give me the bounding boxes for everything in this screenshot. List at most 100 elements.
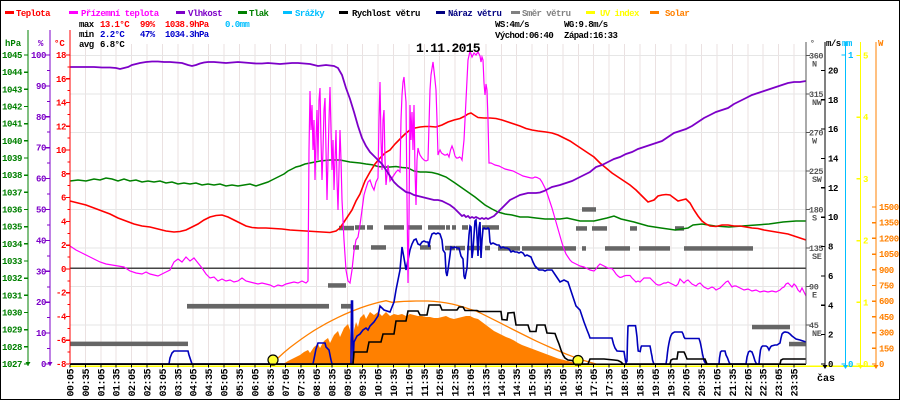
- svg-text:17:05: 17:05: [590, 368, 601, 396]
- svg-text:min: min: [79, 30, 94, 40]
- svg-text:1034.3hPa: 1034.3hPa: [165, 30, 210, 40]
- svg-text:21:35: 21:35: [729, 368, 740, 396]
- svg-text:E: E: [812, 291, 817, 301]
- svg-text:mm: mm: [842, 39, 853, 49]
- svg-text:15:35: 15:35: [544, 368, 555, 396]
- svg-text:70: 70: [36, 144, 46, 154]
- svg-text:20: 20: [828, 66, 838, 76]
- svg-text:2.2°C: 2.2°C: [100, 30, 125, 40]
- svg-text:max: max: [79, 20, 95, 30]
- svg-text:m/s: m/s: [826, 39, 841, 49]
- svg-text:-2: -2: [56, 289, 66, 299]
- svg-text:SE: SE: [812, 252, 822, 262]
- svg-text:Teplota: Teplota: [16, 9, 51, 19]
- svg-text:2: 2: [863, 237, 868, 247]
- svg-text:09:35: 09:35: [359, 368, 370, 396]
- svg-text:13:05: 13:05: [467, 368, 478, 396]
- svg-text:270: 270: [809, 129, 823, 139]
- svg-text:20:05: 20:05: [683, 368, 694, 396]
- svg-text:22:05: 22:05: [744, 368, 755, 396]
- svg-text:21:05: 21:05: [714, 368, 725, 396]
- svg-text:18:35: 18:35: [637, 368, 648, 396]
- svg-text:Vlhkost: Vlhkost: [188, 9, 222, 19]
- svg-text:20:35: 20:35: [698, 368, 709, 396]
- svg-text:900: 900: [879, 266, 894, 276]
- svg-text:07:05: 07:05: [282, 368, 293, 396]
- svg-text:1041: 1041: [2, 120, 23, 130]
- svg-text:12: 12: [828, 184, 838, 194]
- svg-text:0: 0: [863, 360, 868, 370]
- svg-text:1042: 1042: [2, 103, 22, 113]
- svg-text:1.11.2015: 1.11.2015: [416, 41, 481, 56]
- svg-text:-4: -4: [56, 313, 67, 323]
- svg-text:10:05: 10:05: [375, 368, 386, 396]
- svg-text:1039: 1039: [2, 154, 22, 164]
- svg-text:WG:9.8m/s: WG:9.8m/s: [564, 20, 608, 30]
- svg-text:Náraz větru: Náraz větru: [448, 9, 502, 19]
- svg-text:%: %: [38, 39, 44, 49]
- svg-text:8: 8: [828, 243, 833, 253]
- svg-text:1032: 1032: [2, 274, 22, 284]
- svg-text:1: 1: [848, 51, 854, 61]
- svg-text:1200: 1200: [879, 234, 899, 244]
- svg-text:2: 2: [61, 241, 66, 251]
- svg-text:10: 10: [56, 146, 66, 156]
- svg-text:1037: 1037: [2, 188, 22, 198]
- svg-text:315: 315: [809, 90, 823, 100]
- svg-text:18:05: 18:05: [621, 368, 632, 396]
- svg-text:Směr větru: Směr větru: [522, 9, 571, 19]
- svg-text:8: 8: [61, 170, 66, 180]
- svg-text:30: 30: [36, 267, 46, 277]
- svg-text:4: 4: [863, 113, 869, 123]
- svg-text:02:05: 02:05: [128, 368, 139, 396]
- svg-text:05:05: 05:05: [221, 368, 232, 396]
- svg-text:450: 450: [879, 313, 894, 323]
- svg-text:SW: SW: [812, 175, 823, 185]
- svg-text:08:35: 08:35: [328, 368, 339, 396]
- svg-text:90: 90: [36, 82, 46, 92]
- svg-text:5: 5: [863, 52, 868, 62]
- svg-text:1033: 1033: [2, 257, 22, 267]
- svg-text:0: 0: [879, 360, 884, 370]
- svg-text:hPa: hPa: [5, 39, 22, 49]
- svg-text:150: 150: [879, 344, 894, 354]
- svg-text:1027: 1027: [2, 360, 22, 370]
- svg-text:NW: NW: [812, 98, 823, 108]
- svg-text:Tlak: Tlak: [249, 9, 270, 19]
- svg-text:4: 4: [828, 301, 834, 311]
- svg-text:90: 90: [809, 283, 819, 293]
- svg-text:2: 2: [828, 331, 833, 341]
- svg-text:1029: 1029: [2, 326, 22, 336]
- svg-text:S: S: [812, 214, 817, 224]
- svg-text:3: 3: [863, 175, 868, 185]
- svg-text:02:35: 02:35: [144, 368, 155, 396]
- svg-text:Srážky: Srážky: [295, 9, 325, 19]
- svg-text:13.1°C: 13.1°C: [100, 20, 130, 30]
- svg-text:180: 180: [809, 206, 823, 216]
- svg-text:1043: 1043: [2, 85, 22, 95]
- svg-text:6: 6: [61, 194, 66, 204]
- svg-text:06:35: 06:35: [267, 368, 278, 396]
- svg-text:19:35: 19:35: [667, 368, 678, 396]
- svg-text:23:35: 23:35: [791, 368, 802, 396]
- svg-text:300: 300: [879, 329, 894, 339]
- svg-text:0.0mm: 0.0mm: [225, 20, 250, 30]
- svg-text:22:35: 22:35: [760, 368, 771, 396]
- svg-text:16:05: 16:05: [559, 368, 570, 396]
- svg-text:1036: 1036: [2, 206, 22, 216]
- svg-text:1038: 1038: [2, 171, 22, 181]
- svg-text:Rychlost větru: Rychlost větru: [352, 9, 420, 19]
- svg-text:0: 0: [828, 360, 833, 370]
- svg-text:14: 14: [56, 99, 67, 109]
- svg-text:225: 225: [809, 167, 823, 177]
- svg-text:05:35: 05:35: [236, 368, 247, 396]
- svg-text:12:35: 12:35: [452, 368, 463, 396]
- svg-text:1040: 1040: [2, 137, 22, 147]
- svg-text:Solar: Solar: [665, 9, 689, 19]
- svg-text:1500: 1500: [879, 203, 899, 213]
- svg-text:45: 45: [809, 321, 819, 331]
- svg-text:N: N: [812, 60, 817, 70]
- svg-text:20: 20: [36, 298, 46, 308]
- svg-text:-6: -6: [56, 336, 66, 346]
- svg-text:18: 18: [56, 51, 66, 61]
